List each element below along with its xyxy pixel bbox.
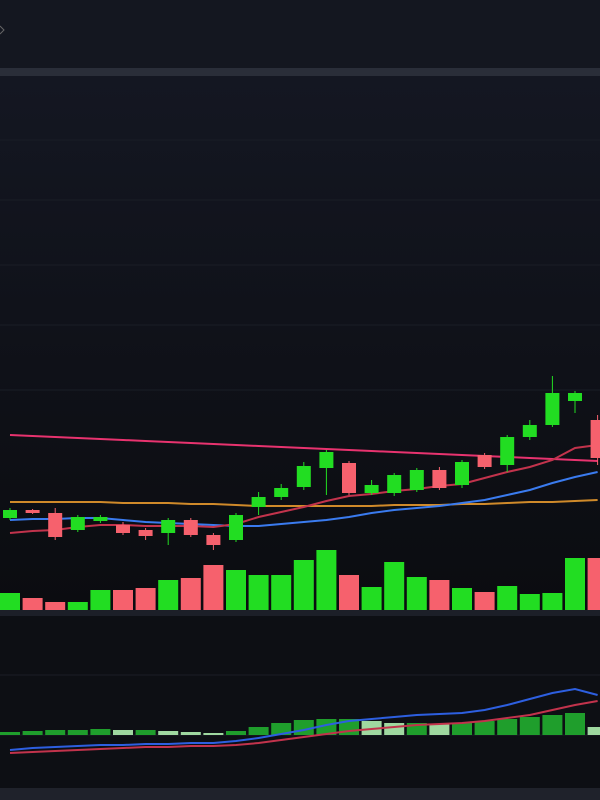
histogram-bar — [22, 731, 43, 735]
histogram-bar — [203, 733, 224, 735]
volume-bar — [587, 558, 600, 610]
histogram-bar — [135, 730, 156, 735]
candle-body — [161, 520, 176, 533]
candle-body — [432, 470, 447, 488]
indicator-line — [9, 444, 598, 534]
candle-body — [206, 535, 221, 545]
histogram-bar — [180, 732, 201, 735]
candle-body — [500, 437, 515, 465]
candle-body — [455, 462, 469, 485]
grid — [0, 139, 600, 736]
histogram-bar — [158, 731, 179, 735]
histogram-bar — [45, 730, 66, 735]
separator — [0, 610, 600, 616]
candle-body — [477, 455, 492, 467]
volume-bar — [90, 590, 111, 610]
candle-body — [116, 525, 130, 533]
candle-body — [138, 530, 153, 536]
histogram-bar — [90, 729, 111, 735]
histogram-bar — [474, 721, 495, 735]
macd-panel — [0, 616, 600, 790]
histogram-bar — [226, 731, 246, 735]
candle-body — [93, 517, 108, 521]
histogram-bar — [497, 719, 518, 735]
volume-bar — [203, 565, 224, 610]
volume-bar — [248, 575, 269, 610]
histogram-bar — [452, 723, 472, 735]
histogram-bar — [429, 724, 450, 735]
bottom-bar — [0, 788, 600, 800]
histogram-bar — [384, 723, 405, 735]
histogram-bar — [113, 730, 133, 735]
volume-bar — [542, 593, 563, 610]
histogram-bar — [565, 713, 585, 735]
candle-body — [522, 425, 537, 437]
volume-bar — [497, 586, 518, 610]
volume-bar — [0, 593, 20, 610]
histogram-bar — [67, 730, 88, 735]
candle-body — [409, 470, 424, 490]
histogram-bar — [316, 719, 337, 735]
candle-body — [274, 488, 289, 497]
candle-body — [364, 485, 379, 493]
volume-bar — [158, 580, 179, 610]
indicator-line — [9, 687, 598, 751]
volume-bar — [22, 598, 43, 610]
candle-body — [387, 475, 402, 493]
volume-bar — [519, 594, 540, 610]
volume-bar — [384, 562, 405, 610]
histogram-bar — [587, 727, 600, 735]
chevron[interactable] — [0, 25, 5, 35]
volume-bar — [113, 590, 133, 610]
candle-body — [3, 510, 17, 518]
histogram-bar — [542, 715, 563, 735]
candle-body — [590, 420, 600, 458]
candle-body — [296, 466, 311, 487]
candle-body — [545, 393, 560, 425]
volume-bar — [226, 570, 246, 610]
histogram-bar — [248, 727, 269, 735]
toolbar — [0, 0, 600, 68]
price-panel — [0, 76, 600, 610]
candle-body — [70, 517, 85, 530]
volume-bar — [271, 575, 292, 610]
volume-bar — [406, 577, 427, 610]
candle-body — [319, 452, 334, 468]
candle-body — [229, 515, 243, 540]
volume-bar — [429, 580, 450, 610]
volume-bar — [316, 550, 337, 610]
candle-body — [25, 510, 40, 513]
volume-bar — [180, 578, 201, 610]
volume-bar — [293, 560, 314, 610]
volume-bar — [565, 558, 585, 610]
volume-bar — [361, 587, 382, 610]
indicator-line — [9, 700, 598, 754]
volume-bar — [67, 602, 88, 610]
histogram-bar — [0, 732, 20, 735]
candle-body — [48, 513, 63, 537]
volume-bar — [452, 588, 472, 610]
candle-body — [183, 520, 198, 535]
separator — [0, 68, 600, 76]
indicator-line — [9, 434, 598, 462]
indicator-line — [9, 471, 598, 527]
volume-bar — [135, 588, 156, 610]
candle-body — [568, 393, 582, 401]
histogram-bar — [271, 723, 292, 735]
volume-bar — [45, 602, 66, 610]
volume-bar — [339, 575, 359, 610]
candle-body — [251, 497, 266, 507]
candle-body — [342, 463, 356, 493]
volume-bar — [474, 592, 495, 610]
histogram-bar — [519, 717, 540, 735]
